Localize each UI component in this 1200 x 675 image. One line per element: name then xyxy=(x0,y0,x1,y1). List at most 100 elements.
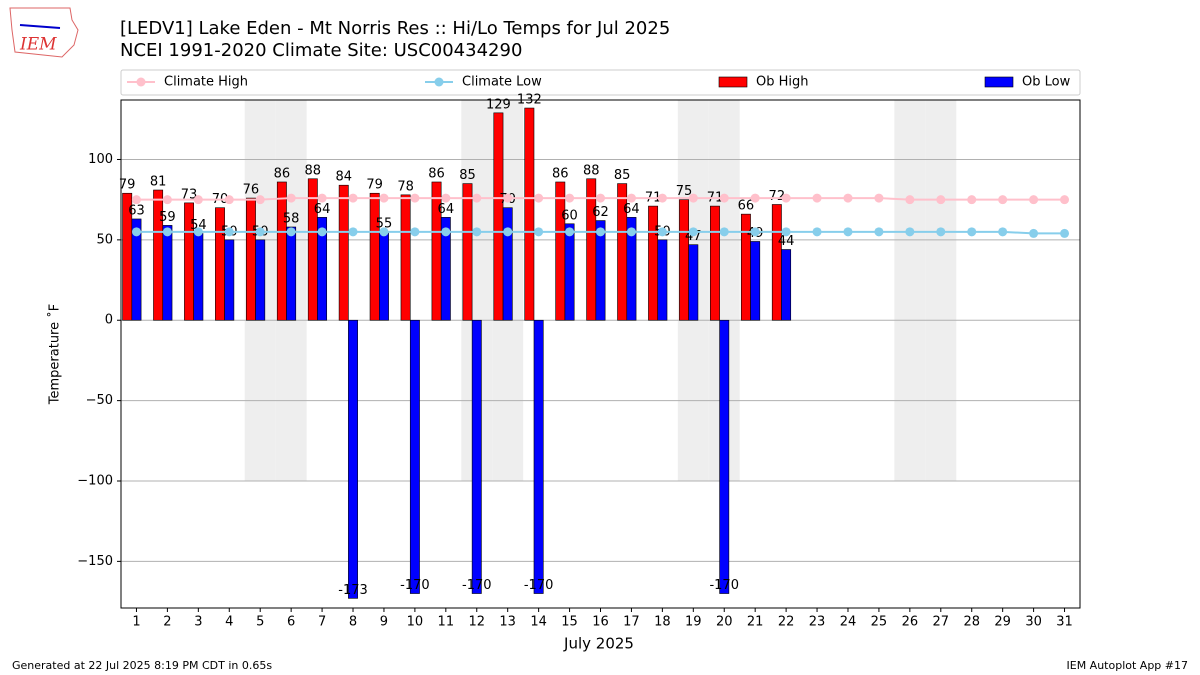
line-point xyxy=(596,227,605,237)
y-tick-label: −150 xyxy=(77,554,113,569)
line-point xyxy=(719,227,729,237)
data-label: 85 xyxy=(614,168,631,183)
bar xyxy=(317,217,328,321)
line-point xyxy=(503,193,513,203)
line-point xyxy=(131,195,141,205)
line-point xyxy=(565,193,575,203)
line-point xyxy=(348,193,358,203)
line-point xyxy=(317,193,327,203)
line-point xyxy=(750,227,760,237)
x-tick-label: 21 xyxy=(747,615,764,630)
line-point xyxy=(441,193,451,203)
legend-swatch xyxy=(718,76,748,88)
line-point xyxy=(781,193,791,203)
x-tick-label: 5 xyxy=(256,615,264,630)
line-point xyxy=(936,227,946,237)
legend-label: Climate Low xyxy=(462,75,542,90)
legend-marker xyxy=(136,77,146,87)
legend-box xyxy=(120,69,1081,96)
line-point xyxy=(441,227,451,237)
logo: IEM xyxy=(9,7,79,58)
bar xyxy=(502,207,513,321)
line-point xyxy=(874,227,884,237)
y-tick-label: 100 xyxy=(88,152,113,167)
x-tick-label: 26 xyxy=(902,615,919,630)
bar xyxy=(255,239,266,321)
bar xyxy=(626,217,637,321)
line-point xyxy=(410,193,420,203)
bar xyxy=(595,220,606,321)
x-tick-label: 4 xyxy=(225,615,233,630)
x-tick-label: 2 xyxy=(163,615,171,630)
line-point xyxy=(1060,195,1070,205)
x-tick-label: 6 xyxy=(287,615,295,630)
data-label: -170 xyxy=(709,578,739,593)
bar xyxy=(564,223,575,321)
data-label: 66 xyxy=(738,199,755,214)
data-label: 79 xyxy=(366,178,383,193)
bar xyxy=(409,319,420,594)
y-tick-label: 0 xyxy=(105,313,113,328)
line-point xyxy=(905,227,915,237)
line-point xyxy=(905,195,915,205)
footer-right: IEM Autoplot App #17 xyxy=(1067,659,1189,672)
line-point xyxy=(472,193,482,203)
bar xyxy=(586,178,597,321)
line-point xyxy=(936,195,946,205)
x-tick-label: 22 xyxy=(778,615,795,630)
bar xyxy=(224,239,235,321)
x-tick-label: 12 xyxy=(468,615,485,630)
legend-marker xyxy=(434,77,444,87)
line-point xyxy=(1029,195,1039,205)
y-tick-label: −50 xyxy=(86,393,113,408)
footer-left: Generated at 22 Jul 2025 8:19 PM CDT in … xyxy=(12,659,272,672)
x-tick-label: 18 xyxy=(654,615,671,630)
logo-text: IEM xyxy=(19,35,57,55)
line-point xyxy=(534,227,544,237)
data-label: -170 xyxy=(400,578,430,593)
line-point xyxy=(162,195,172,205)
bar xyxy=(524,107,535,321)
line-point xyxy=(967,195,977,205)
line-point xyxy=(843,193,853,203)
line-point xyxy=(750,193,760,203)
x-tick-label: 30 xyxy=(1025,615,1042,630)
line-point xyxy=(255,227,265,237)
line-point xyxy=(565,227,575,237)
data-label: 58 xyxy=(283,212,300,227)
y-axis-label: Temperature ˚F xyxy=(47,304,63,405)
data-label: 64 xyxy=(623,202,640,217)
bar xyxy=(533,319,544,594)
bar xyxy=(193,233,204,321)
legend-label: Ob Low xyxy=(1022,75,1071,90)
logo-line xyxy=(19,24,61,29)
bar xyxy=(379,231,389,321)
x-tick-label: 25 xyxy=(871,615,888,630)
line-point xyxy=(998,195,1008,205)
data-label: 59 xyxy=(159,210,176,225)
bar xyxy=(771,204,782,321)
line-point xyxy=(998,227,1008,237)
bar xyxy=(688,244,699,321)
line-point xyxy=(719,193,729,203)
data-label: 129 xyxy=(486,97,511,112)
x-tick-label: 13 xyxy=(499,615,516,630)
line-point xyxy=(131,227,141,237)
x-tick-label: 15 xyxy=(561,615,578,630)
line-point xyxy=(162,227,172,237)
line-point xyxy=(596,193,605,203)
bar xyxy=(493,112,504,321)
x-tick-label: 7 xyxy=(318,615,326,630)
line-point xyxy=(255,195,265,205)
data-label: 60 xyxy=(561,208,578,223)
x-tick-label: 16 xyxy=(592,615,609,630)
bar xyxy=(131,218,142,321)
x-tick-label: 14 xyxy=(530,615,547,630)
line-point xyxy=(688,227,698,237)
x-tick-label: 29 xyxy=(994,615,1011,630)
legend-swatch xyxy=(984,76,1014,88)
bar xyxy=(348,319,358,599)
bar xyxy=(286,226,297,321)
data-label: 72 xyxy=(769,189,786,204)
line-point xyxy=(1029,228,1039,238)
